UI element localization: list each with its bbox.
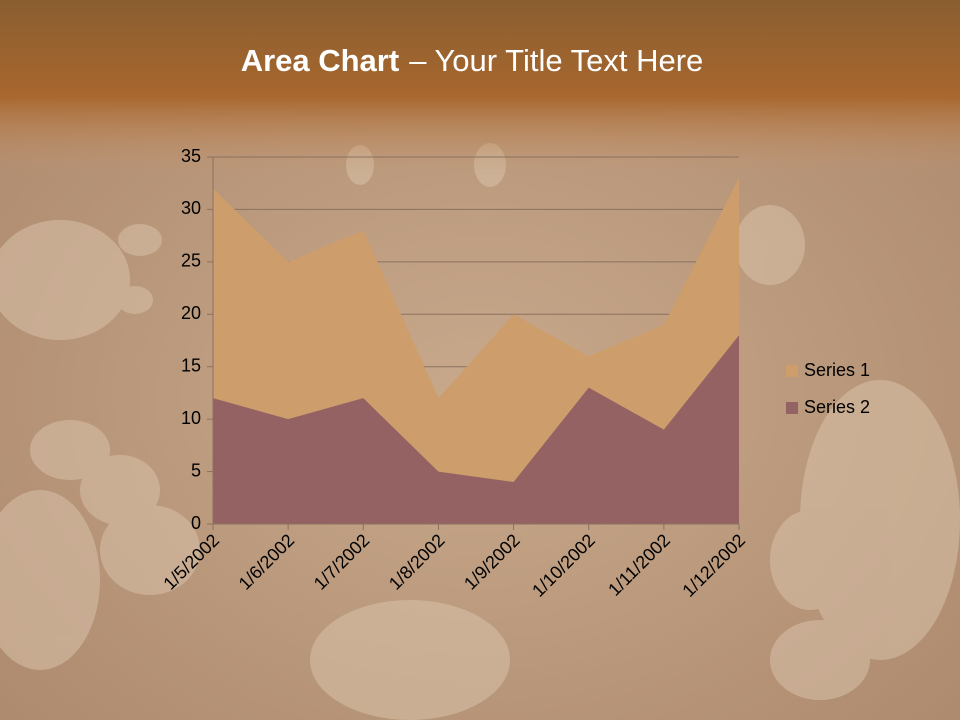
y-tick-label: 10 bbox=[181, 408, 201, 428]
title-rest: – Your Title Text Here bbox=[409, 43, 703, 78]
legend-swatch bbox=[786, 402, 798, 414]
title-band bbox=[0, 0, 960, 175]
y-tick-label: 25 bbox=[181, 251, 201, 271]
y-tick-label: 35 bbox=[181, 146, 201, 166]
y-tick-label: 0 bbox=[191, 513, 201, 533]
y-tick-label: 5 bbox=[191, 460, 201, 480]
area bbox=[213, 335, 739, 524]
y-tick-label: 20 bbox=[181, 303, 201, 323]
legend-label: Series 2 bbox=[804, 397, 870, 417]
slide-title: Area Chart – Your Title Text Here bbox=[241, 43, 704, 78]
title-bold: Area Chart bbox=[241, 43, 400, 78]
y-tick-label: 15 bbox=[181, 355, 201, 375]
pebbles bbox=[0, 143, 960, 720]
y-tick-label: 30 bbox=[181, 198, 201, 218]
legend-label: Series 1 bbox=[804, 360, 870, 380]
legend-swatch bbox=[786, 365, 798, 377]
